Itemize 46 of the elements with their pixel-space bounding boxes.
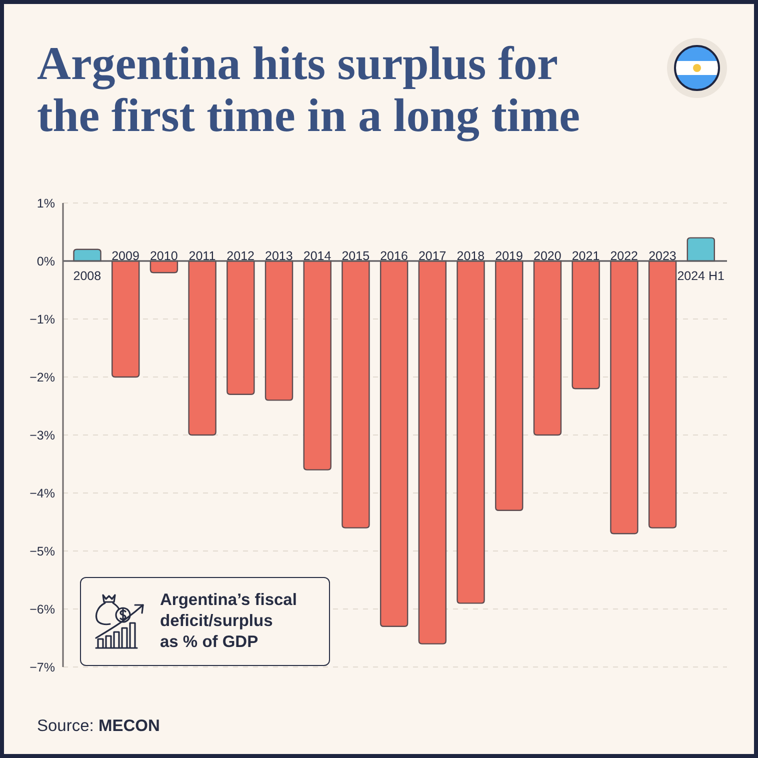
bar <box>648 260 677 528</box>
y-tick-label: −4% <box>30 486 55 500</box>
bar <box>495 260 524 511</box>
y-tick-label: −1% <box>30 312 55 326</box>
x-tick-label: 2019 <box>495 249 524 263</box>
x-tick-label: 2024 H1 <box>677 269 724 283</box>
bar <box>73 248 102 262</box>
x-tick-label: 2010 <box>150 249 178 263</box>
y-tick-label: −2% <box>30 370 55 384</box>
bar <box>572 260 600 390</box>
y-tick-label: −6% <box>30 602 55 616</box>
bar <box>533 260 562 436</box>
x-tick-label: 2011 <box>188 249 216 263</box>
x-tick-label: 2008 <box>73 269 102 283</box>
bar <box>418 260 447 644</box>
x-tick-label: 2020 <box>534 249 562 263</box>
bar <box>342 260 370 528</box>
x-tick-label: 2016 <box>380 249 408 263</box>
y-tick-label: −5% <box>30 544 55 558</box>
x-tick-label: 2018 <box>456 249 485 263</box>
chart-title: Argentina hits surplus for the first time in a long time <box>37 38 582 142</box>
bar <box>686 237 715 262</box>
y-tick-label: −3% <box>30 428 55 442</box>
bar <box>380 260 408 627</box>
y-tick-label: −7% <box>30 660 55 674</box>
bar <box>226 260 255 395</box>
bar <box>303 260 332 470</box>
x-tick-label: 2023 <box>648 249 676 263</box>
bar <box>264 260 294 401</box>
annotation: Argentina’s fiscal deficit/surplus as % of GDP <box>160 590 298 653</box>
x-tick-label: 2014 <box>303 249 332 263</box>
x-tick-label: 2013 <box>265 249 293 263</box>
bar <box>610 260 638 534</box>
x-tick-label: 2012 <box>226 249 255 263</box>
x-tick-label: 2022 <box>610 249 638 263</box>
x-tick-label: 2021 <box>572 249 600 263</box>
caption-box: Argentina’s fiscal deficit/surplus as % of GDP <box>80 577 330 666</box>
x-tick-label: 2015 <box>342 249 370 263</box>
x-tick-label: 2017 <box>418 249 446 263</box>
source-note: Source: MECON <box>37 717 160 735</box>
bar <box>188 260 216 436</box>
bar <box>112 260 140 378</box>
y-tick-label: 1% <box>36 196 55 210</box>
x-tick-label: 2009 <box>112 249 140 263</box>
y-tick-label: 0% <box>36 254 55 268</box>
bar <box>456 260 485 604</box>
